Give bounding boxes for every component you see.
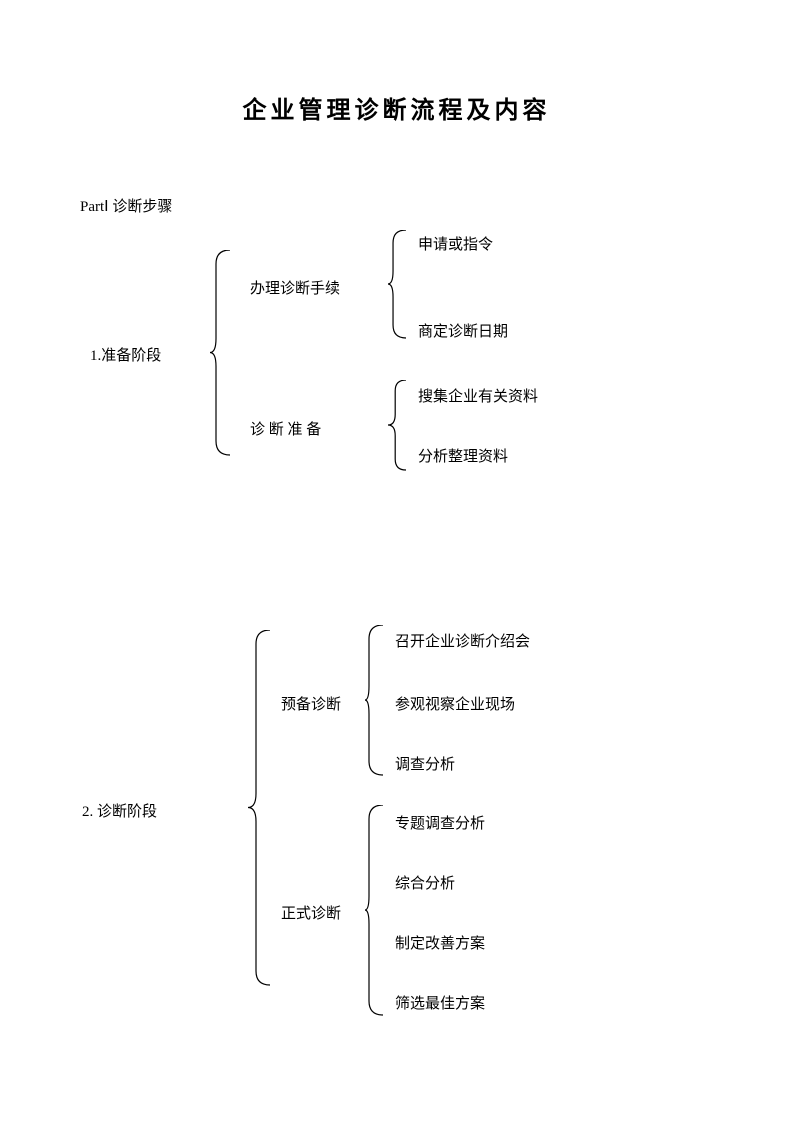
stage1-brace [210, 250, 234, 457]
section-header: PartⅠ 诊断步骤 [80, 195, 172, 216]
brace-path [365, 625, 383, 775]
stage2-preliminary-brace [365, 625, 387, 777]
stage2-formal-item-1: 综合分析 [395, 872, 455, 893]
stage2-formal-brace [365, 805, 387, 1017]
stage1-preparation-item-1: 分析整理资料 [418, 445, 508, 466]
stage1-preparation-brace [388, 380, 410, 472]
stage1-procedures-item-0: 申请或指令 [418, 233, 493, 254]
brace-path [248, 630, 270, 985]
brace-path [210, 250, 230, 455]
stage1-preparation-label: 诊 断 准 备 [250, 418, 321, 439]
brace-path [388, 380, 406, 470]
page-title: 企业管理诊断流程及内容 [0, 90, 793, 125]
stage2-formal-label: 正式诊断 [281, 902, 341, 923]
stage2-formal-item-0: 专题调查分析 [395, 812, 485, 833]
stage2-label: 2. 诊断阶段 [82, 800, 157, 821]
stage1-procedures-brace [388, 230, 410, 340]
brace-path [388, 230, 406, 338]
stage2-formal-item-2: 制定改善方案 [395, 932, 485, 953]
stage2-formal-item-3: 筛选最佳方案 [395, 992, 485, 1013]
stage2-preliminary-item-2: 调查分析 [395, 753, 455, 774]
stage2-preliminary-item-1: 参观视察企业现场 [395, 693, 515, 714]
stage2-brace [248, 630, 274, 987]
stage1-label: 1.准备阶段 [90, 344, 161, 365]
stage2-preliminary-item-0: 召开企业诊断介绍会 [395, 630, 530, 651]
brace-path [365, 805, 383, 1015]
stage2-preliminary-label: 预备诊断 [281, 693, 341, 714]
stage1-procedures-item-1: 商定诊断日期 [418, 320, 508, 341]
stage1-preparation-item-0: 搜集企业有关资料 [418, 385, 538, 406]
stage1-procedures-label: 办理诊断手续 [250, 277, 340, 298]
